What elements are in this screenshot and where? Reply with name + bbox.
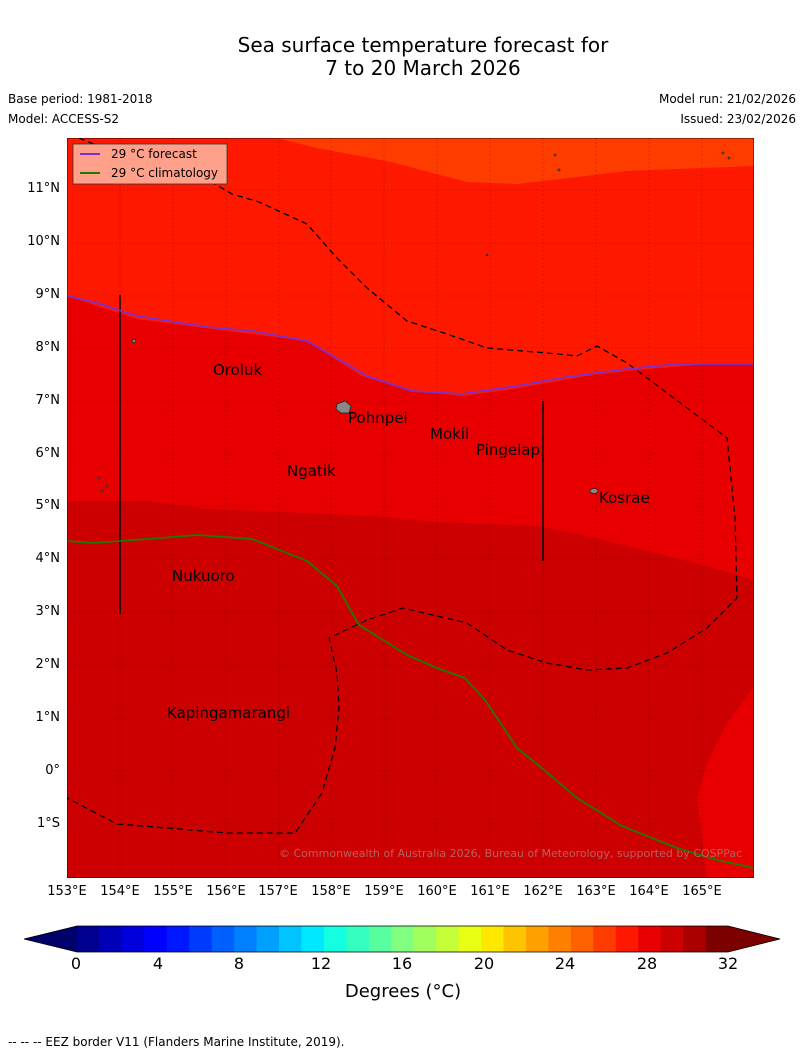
colorbar-cell (323, 926, 347, 952)
colorbar-cell (256, 926, 280, 952)
lon-label-161e: 161°E (470, 884, 510, 899)
sst-zone-30-31-south (67, 501, 754, 878)
colorbar-cell (481, 926, 505, 952)
place-pohnpei: Pohnpei (348, 409, 408, 427)
lat-label-2n: 2°N (35, 657, 61, 672)
lon-label-155e: 155°E (153, 884, 193, 899)
chart-title-line1: Sea surface temperature forecast for (237, 33, 609, 57)
colorbar-cell (77, 926, 101, 952)
climatology-29c-line (67, 534, 754, 869)
lat-label-5n: 5°N (35, 498, 61, 513)
colorbar-tick-20: 20 (473, 954, 495, 973)
forecast-29c-line (67, 295, 754, 395)
map-legend: 29 °C forecast 29 °C climatology (72, 143, 228, 185)
sst-zone-north-patch (277, 138, 754, 184)
colorbar-cell (660, 926, 684, 952)
lon-label-164e: 164°E (629, 884, 669, 899)
colorbar-label: Degrees (°C) (344, 981, 462, 1002)
colorbar-tick-32: 32 (717, 954, 739, 973)
colorbar-cell (525, 926, 550, 952)
colorbar-cell (683, 926, 707, 952)
colorbar-tick-4: 4 (152, 954, 164, 973)
colorbar-cell (368, 926, 392, 952)
colorbar-tick-28: 28 (636, 954, 658, 973)
place-kosrae: Kosrae (599, 489, 650, 507)
colorbar-cell (189, 926, 213, 952)
base-period: Base period: 1981-2018 (8, 92, 153, 106)
colorbar-cell (391, 926, 415, 952)
lon-label-156e: 156°E (206, 884, 246, 899)
colorbar-cell (548, 926, 572, 952)
chart-title-line2: 7 to 20 March 2026 (325, 56, 521, 80)
colorbar (23, 925, 781, 953)
colorbar-cell (615, 926, 639, 952)
lat-label-7n: 7°N (35, 393, 61, 408)
lon-label-159e: 159°E (364, 884, 404, 899)
colorbar-cell (705, 926, 729, 952)
colorbar-cell (436, 926, 460, 952)
colorbar-cells (77, 926, 729, 952)
lat-label-4n: 4°N (35, 551, 61, 566)
model-name: Model: ACCESS-S2 (8, 112, 120, 126)
lat-label-8n: 8°N (35, 340, 61, 355)
colorbar-under-arrow (24, 926, 77, 952)
place-mokil: Mokil (430, 425, 469, 443)
legend-forecast-label: 29 °C forecast (111, 147, 197, 161)
colorbar-cell (99, 926, 123, 952)
lat-label-11n: 11°N (27, 181, 60, 196)
lat-label-6n: 6°N (35, 446, 61, 461)
colorbar-cell (121, 926, 145, 952)
lat-label-0: 0° (45, 763, 60, 778)
colorbar-cell (570, 926, 594, 952)
colorbar-cell (593, 926, 617, 952)
lat-label-3n: 3°N (35, 604, 61, 619)
issued-date: Issued: 23/02/2026 (680, 112, 796, 126)
colorbar-tick-12: 12 (310, 954, 332, 973)
model-run: Model run: 21/02/2026 (658, 92, 796, 106)
lon-label-158e: 158°E (311, 884, 351, 899)
place-nukuoro: Nukuoro (172, 567, 235, 585)
place-kapingamarangi: Kapingamarangi (167, 704, 290, 722)
lat-label-9n: 9°N (35, 287, 61, 302)
lon-label-163e: 163°E (576, 884, 616, 899)
lat-label-1s: 1°S (36, 816, 60, 831)
colorbar-cell (503, 926, 527, 952)
colorbar-cell (279, 926, 303, 952)
lon-label-160e: 160°E (417, 884, 457, 899)
colorbar-cell (211, 926, 235, 952)
colorbar-over-arrow (728, 926, 780, 952)
colorbar-cell (413, 926, 437, 952)
lon-label-154e: 154°E (100, 884, 140, 899)
colorbar-cell (346, 926, 370, 952)
colorbar-tick-16: 16 (391, 954, 413, 973)
sst-map: 29 °C forecast 29 °C climatology Oroluk … (67, 138, 754, 878)
colorbar-cell (144, 926, 168, 952)
place-ngatik: Ngatik (287, 462, 336, 480)
islands (97, 151, 731, 494)
lat-label-1n: 1°N (35, 710, 61, 725)
lon-label-162e: 162°E (523, 884, 563, 899)
eez-footnote: -- -- -- EEZ border V11 (Flanders Marine… (8, 1035, 345, 1049)
legend-climatology-label: 29 °C climatology (111, 166, 218, 180)
colorbar-cell (638, 926, 662, 952)
place-pingelap: Pingelap (476, 441, 540, 459)
colorbar-cell (458, 926, 482, 952)
copyright-note: © Commonwealth of Australia 2026, Bureau… (279, 847, 742, 860)
colorbar-tick-24: 24 (554, 954, 576, 973)
place-oroluk: Oroluk (213, 361, 262, 379)
lat-label-10n: 10°N (27, 234, 60, 249)
colorbar-cell (301, 926, 325, 952)
colorbar-tick-0: 0 (70, 954, 82, 973)
colorbar-cell (166, 926, 190, 952)
colorbar-cell (234, 926, 258, 952)
eez-border (67, 138, 738, 834)
sst-zone-28-29-north (67, 138, 754, 396)
lon-label-157e: 157°E (258, 884, 298, 899)
lon-label-165e: 165°E (682, 884, 722, 899)
colorbar-tick-8: 8 (233, 954, 245, 973)
lon-label-153e: 153°E (47, 884, 87, 899)
